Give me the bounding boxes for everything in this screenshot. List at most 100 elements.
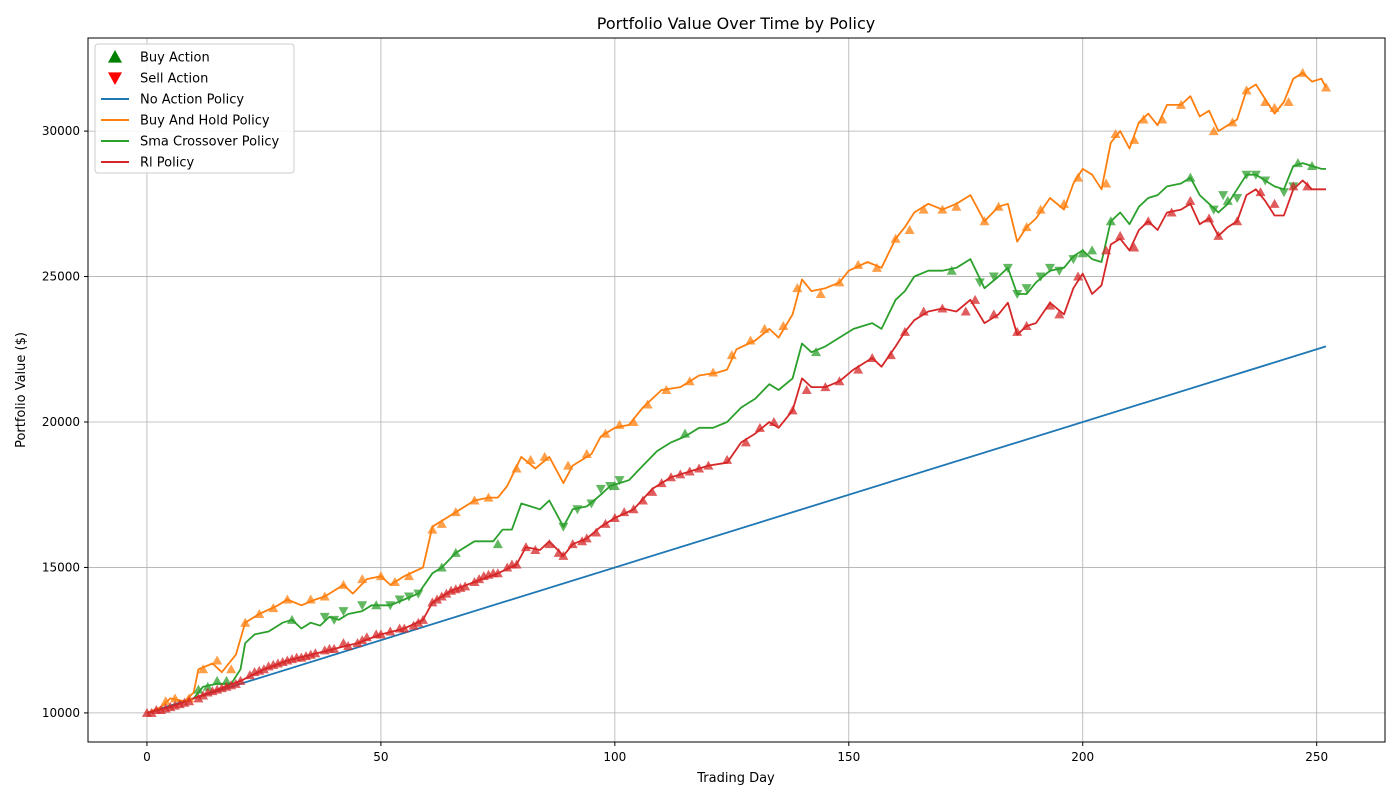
y-tick-label: 15000 — [42, 560, 80, 574]
buy-and-hold-policy-buy-marker — [628, 417, 639, 426]
rl-policy-buy-marker — [591, 527, 602, 537]
buy-and-hold-policy-buy-marker — [563, 460, 574, 470]
buy-and-hold-policy-buy-marker — [1138, 114, 1149, 124]
sma-crossover-policy-buy-marker — [680, 428, 691, 438]
sma-crossover-policy-sell-marker — [385, 601, 396, 611]
buy-and-hold-policy-buy-marker — [226, 664, 237, 674]
sma-crossover-policy-sell-marker — [1278, 188, 1289, 198]
buy-and-hold-policy-buy-marker — [1260, 97, 1271, 106]
sma-crossover-policy-sell-marker — [403, 592, 414, 602]
sma-crossover-policy-sell-marker — [1232, 194, 1243, 203]
rl-policy-buy-marker — [343, 641, 354, 650]
buy-and-hold-policy-buy-marker — [450, 507, 461, 517]
rl-policy-buy-marker — [740, 437, 751, 447]
buy-and-hold-policy-buy-marker — [726, 350, 737, 360]
buy-and-hold-policy-buy-marker — [511, 463, 522, 473]
rl-policy-buy-marker — [184, 696, 195, 706]
rl-policy-buy-marker — [520, 542, 531, 552]
y-tick-label: 20000 — [42, 415, 80, 429]
legend-sell-action-icon — [108, 72, 122, 85]
rl-policy-buy-marker — [1269, 198, 1280, 208]
buy-and-hold-policy-buy-marker — [890, 233, 901, 243]
x-axis-title: Trading Day — [696, 771, 775, 786]
grid — [88, 38, 1385, 742]
rl-policy-buy-marker — [198, 690, 209, 700]
buy-and-hold-policy-buy-marker — [403, 571, 414, 581]
sma-crossover-policy-buy-marker — [202, 681, 213, 691]
buy-and-hold-policy-buy-marker — [1283, 97, 1294, 106]
rl-policy-buy-marker — [146, 707, 157, 717]
sma-crossover-policy-buy-marker — [1077, 248, 1088, 258]
buy-and-hold-policy-buy-marker — [918, 204, 929, 214]
rl-policy-buy-marker — [1101, 245, 1112, 255]
rl-policy-buy-marker — [1232, 216, 1243, 226]
rl-policy-buy-marker — [581, 533, 592, 543]
buy-and-hold-policy-buy-marker — [871, 262, 882, 272]
rl-policy-buy-marker — [899, 326, 910, 336]
no-action-policy-line — [146, 345, 1327, 714]
plot-frame — [87, 37, 1386, 743]
rl-policy-buy-marker — [694, 463, 705, 473]
rl-policy-buy-marker — [1213, 230, 1224, 240]
rl-policy-buy-marker — [885, 350, 896, 360]
rl-policy-buy-marker — [675, 469, 686, 479]
buy-and-hold-policy-buy-marker — [198, 664, 209, 674]
buy-and-hold-policy-buy-marker — [1035, 204, 1046, 214]
buy-and-hold-policy-buy-marker — [1269, 102, 1280, 112]
y-tick-label: 25000 — [42, 270, 80, 284]
buy-and-hold-policy-buy-marker — [642, 399, 653, 409]
rl-policy-buy-marker — [787, 405, 798, 415]
sma-crossover-policy-sell-marker — [338, 607, 349, 617]
sma-crossover-policy-sell-marker — [974, 278, 985, 288]
buy-and-hold-policy-buy-marker — [759, 323, 770, 333]
rl-policy-buy-marker — [244, 670, 255, 680]
rl-policy-buy-marker — [338, 638, 349, 648]
sma-crossover-policy-buy-marker — [609, 481, 620, 490]
buy-and-hold-policy-buy-marker — [436, 518, 447, 528]
rl-policy-buy-marker — [684, 466, 695, 476]
buy-and-hold-policy-buy-marker — [1129, 134, 1140, 144]
buy-and-hold-policy-buy-marker — [1059, 198, 1070, 208]
legend: Buy Action Sell Action No Action Policy Buy… — [94, 43, 295, 174]
sma-crossover-policy-buy-marker — [1292, 158, 1303, 168]
rl-policy-buy-marker — [600, 518, 611, 528]
buy-and-hold-policy-buy-marker — [600, 428, 611, 438]
rl-policy-buy-marker — [867, 353, 878, 362]
sma-crossover-policy-buy-marker — [193, 684, 204, 694]
rl-policy-buy-marker — [310, 648, 321, 658]
x-tick-label: 50 — [373, 750, 388, 764]
sma-crossover-policy-sell-marker — [605, 482, 616, 491]
buy-and-hold-policy-buy-marker — [937, 204, 948, 214]
chart-title: Portfolio Value Over Time by Policy — [597, 14, 875, 33]
buy-and-hold-policy-buy-marker — [525, 454, 536, 464]
buy-and-hold-policy-buy-marker — [319, 591, 330, 601]
buy-and-hold-policy-buy-marker — [160, 696, 171, 706]
legend-frame — [94, 43, 295, 174]
rl-policy-buy-marker — [385, 626, 396, 636]
rl-policy-buy-marker — [970, 294, 981, 304]
buy-and-hold-policy-buy-marker — [1175, 99, 1186, 109]
buy-and-hold-policy-buy-marker — [853, 259, 864, 269]
rl-policy-buy-marker — [329, 643, 340, 653]
buy-and-hold-policy-buy-marker — [268, 603, 279, 613]
sma-crossover-policy-sell-marker — [1012, 290, 1023, 299]
rl-policy-buy-marker — [1044, 300, 1055, 310]
rl-policy-buy-marker — [427, 597, 438, 607]
rl-policy-buy-marker — [637, 495, 648, 505]
buy-and-hold-policy-buy-marker — [375, 571, 386, 581]
sma-crossover-policy-sell-marker — [1218, 191, 1229, 201]
rl-policy-buy-marker — [647, 486, 658, 496]
buy-and-hold-policy-buy-marker — [338, 579, 349, 589]
rl-policy-buy-marker — [754, 422, 765, 432]
rl-policy-buy-marker — [230, 678, 241, 688]
rl-policy-buy-marker — [567, 539, 578, 549]
sma-crossover-policy-buy-marker — [1185, 172, 1196, 182]
buy-and-hold-policy-buy-marker — [282, 594, 293, 604]
rl-policy-buy-marker — [502, 562, 513, 572]
buy-and-hold-policy-line — [146, 72, 1327, 714]
sma-crossover-policy-sell-marker — [1250, 170, 1261, 180]
rl-policy-buy-marker — [399, 623, 410, 633]
buy-and-hold-policy-buy-marker — [240, 617, 251, 627]
sma-crossover-policy-buy-marker — [212, 675, 223, 685]
